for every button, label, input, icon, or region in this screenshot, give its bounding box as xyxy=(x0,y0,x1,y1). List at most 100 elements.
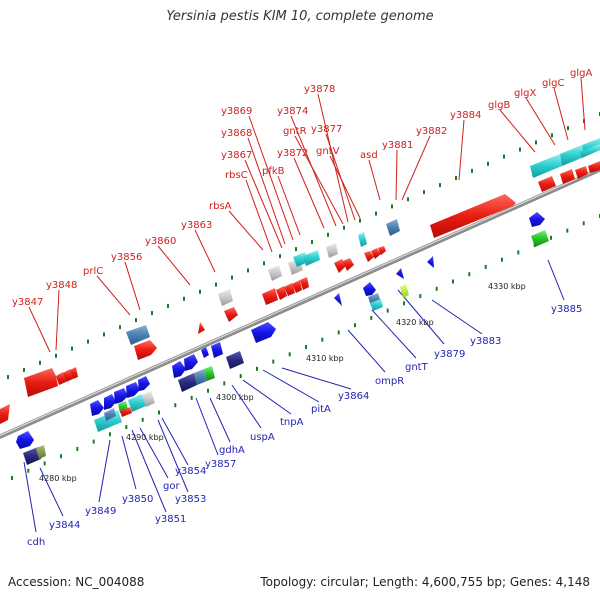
gene-glyph-glg-red2 xyxy=(560,169,575,184)
scale-label-4310: 4310 kbp xyxy=(306,354,344,363)
gene-glyph-pitA xyxy=(251,322,276,343)
gene-label-y3863: y3863 xyxy=(181,220,212,231)
gene-label-pitA: pitA xyxy=(311,404,331,415)
gene-glyph-y3848 xyxy=(24,368,58,397)
gene-label-y3874: y3874 xyxy=(277,106,308,117)
upper-dotted-track xyxy=(7,112,600,379)
gene-label-gntT: gntT xyxy=(405,362,429,373)
gene-label-y3849: y3849 xyxy=(85,506,116,517)
gene-label-y3844: y3844 xyxy=(49,520,80,531)
gene-glyph-chevron xyxy=(63,369,73,382)
forward-gene-labels xyxy=(28,77,586,353)
gene-glyph-y3851 xyxy=(126,382,140,398)
gene-glyph-y3849 xyxy=(90,400,104,416)
gene-label-gntV: gntV xyxy=(316,146,340,157)
gene-label-rbsC: rbsC xyxy=(225,170,248,181)
gene-glyph-y3863 xyxy=(224,307,238,322)
gene-glyph-glg-red3 xyxy=(575,166,588,179)
scale-label-4280: 4280 kbp xyxy=(39,474,77,483)
gene-label-y3867: y3867 xyxy=(221,150,252,161)
gene-glyph-chevron xyxy=(300,277,309,290)
gene-label-y3868: y3868 xyxy=(221,128,252,139)
gene-glyph-y3877 xyxy=(371,248,381,259)
gene-label-glgB: glgB xyxy=(488,100,510,111)
gene-glyph-ompR xyxy=(363,282,376,296)
gene-glyph-y3847 xyxy=(0,404,10,424)
gene-glyph-rbsC xyxy=(268,265,282,281)
gene-label-y3854: y3854 xyxy=(175,466,206,477)
gene-glyph-uspA xyxy=(211,342,223,358)
genome-backbone xyxy=(0,166,600,440)
gene-glyph-y3851b xyxy=(138,376,150,391)
gene-label-prlC: prlC xyxy=(83,266,103,277)
gene-glyph-glgB xyxy=(530,154,562,178)
gene-glyph-y3879b xyxy=(400,284,409,298)
gene-glyph-glgA xyxy=(580,144,600,158)
gene-glyph-y3860 xyxy=(218,289,233,306)
gene-label-glgC: glgC xyxy=(542,78,564,89)
gene-glyph-y3874 xyxy=(364,251,374,262)
gene-glyph-chevron xyxy=(284,283,295,296)
gene-label-glgA: glgA xyxy=(570,68,592,79)
gene-glyph-y3885b xyxy=(531,230,549,247)
gene-label-cdh: cdh xyxy=(27,537,45,548)
gene-glyph-y3849b xyxy=(104,394,116,410)
gene-glyph-gdhA xyxy=(178,373,197,392)
genome-backbone-highlight xyxy=(0,167,600,437)
gene-glyph-cdh xyxy=(16,431,34,449)
gene-label-y3860: y3860 xyxy=(145,236,176,247)
accession-label: Accession: NC_004088 xyxy=(8,575,145,589)
gene-label-y3872: y3872 xyxy=(277,148,308,159)
gene-label-y3850: y3850 xyxy=(122,494,153,505)
gene-glyph-y3869 xyxy=(303,250,320,266)
reverse-strand-genes xyxy=(16,212,549,465)
gene-glyph-y3856 xyxy=(134,340,157,360)
gene-label-y3847: y3847 xyxy=(12,297,43,308)
gene-glyph-pfkB xyxy=(326,243,338,258)
scale-label-4330: 4330 kbp xyxy=(488,282,526,291)
gene-label-y3869: y3869 xyxy=(221,106,252,117)
gene-label-y3884: y3884 xyxy=(450,110,481,121)
gene-label-gor: gor xyxy=(163,481,180,492)
gene-glyph-y3853b xyxy=(120,407,132,417)
gene-glyph-y3854 xyxy=(128,394,146,412)
forward-strand-genes xyxy=(0,138,600,424)
genome-summary-label: Topology: circular; Length: 4,600,755 bp… xyxy=(260,575,590,589)
gene-glyph-chevron xyxy=(276,286,287,300)
gene-label-ompR: ompR xyxy=(375,376,404,387)
gene-glyph-y3844b xyxy=(36,445,46,459)
gene-label-y3882: y3882 xyxy=(416,126,447,137)
gene-glyph-y3885 xyxy=(529,212,545,227)
gene-glyph-y3879 xyxy=(396,268,404,279)
gene-label-y3878: y3878 xyxy=(304,84,335,95)
gene-glyph-rbsA xyxy=(262,288,278,305)
gene-label-glgX: glgX xyxy=(514,88,536,99)
gene-glyph-small xyxy=(198,322,205,334)
gene-glyph-y3857 xyxy=(172,361,186,378)
gene-glyph-chevron xyxy=(292,280,302,293)
gene-glyph-y3857c xyxy=(201,347,209,358)
gene-glyph-y3844 xyxy=(23,447,41,465)
gene-glyph-glg-red4 xyxy=(588,161,600,173)
gene-glyph-gdhA3 xyxy=(204,366,215,381)
gene-glyph-glg-red1 xyxy=(538,176,556,192)
gene-label-y3879: y3879 xyxy=(434,349,465,360)
gene-glyph-asd xyxy=(386,219,400,236)
lower-dotted-track xyxy=(11,214,600,480)
gene-label-y3877: y3877 xyxy=(311,124,342,135)
reverse-gene-labels xyxy=(23,259,565,533)
scale-label-4320: 4320 kbp xyxy=(396,318,434,327)
gene-glyph-glgX xyxy=(560,145,584,166)
gene-label-y3853: y3853 xyxy=(175,494,206,505)
gene-glyph-y3864 xyxy=(334,293,342,306)
gene-label-y3885: y3885 xyxy=(551,304,582,315)
scale-label-4300: 4300 kbp xyxy=(216,393,254,402)
gene-label-gntR: gntR xyxy=(283,126,307,137)
gene-glyph-prlC xyxy=(126,325,150,345)
gene-glyph-y3850 xyxy=(114,388,128,404)
gene-label-y3856: y3856 xyxy=(111,252,142,263)
gene-label-y3848: y3848 xyxy=(46,280,77,291)
gene-label-uspA: uspA xyxy=(250,432,275,443)
gene-glyph-chevron xyxy=(56,372,66,385)
